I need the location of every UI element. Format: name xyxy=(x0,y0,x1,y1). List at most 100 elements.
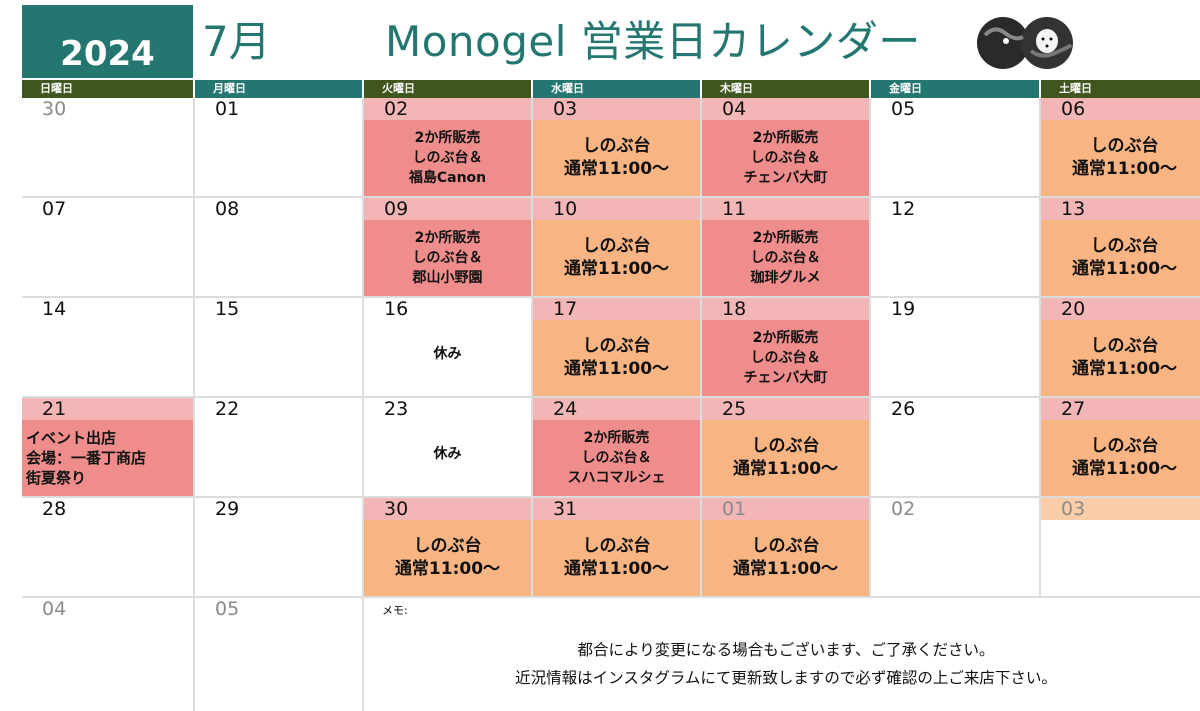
note-lines: しのぶ台通常11:00〜 xyxy=(564,135,669,181)
weekday-header: 火曜日 xyxy=(364,80,531,98)
day-cell[interactable]: 05 xyxy=(871,98,1041,198)
day-cell[interactable]: 07 xyxy=(22,198,195,298)
note-line: 休み xyxy=(433,446,462,462)
day-note xyxy=(22,120,193,196)
day-cell[interactable]: 11 2か所販売 しのぶ台＆ 珈琲グルメ xyxy=(702,198,871,298)
day-number: 18 xyxy=(702,298,869,320)
note-line: チェンバ大町 xyxy=(743,170,828,186)
day-cell[interactable]: 20 しのぶ台 通常11:00〜 xyxy=(1041,298,1200,398)
day-note: 2か所販売 しのぶ台＆ チェンバ大町 xyxy=(702,320,869,396)
day-cell[interactable]: 28 xyxy=(22,498,195,598)
day-cell[interactable]: 24 2か所販売 しのぶ台＆ スハコマルシェ xyxy=(533,398,702,498)
day-note xyxy=(195,220,362,296)
day-note xyxy=(871,220,1039,296)
day-cell[interactable]: 15 xyxy=(195,298,364,398)
day-note xyxy=(22,220,193,296)
day-cell[interactable]: 13 しのぶ台 通常11:00〜 xyxy=(1041,198,1200,298)
day-number: 22 xyxy=(215,398,240,420)
day-cell[interactable]: 27 しのぶ台 通常11:00〜 xyxy=(1041,398,1200,498)
day-cell[interactable]: 09 2か所販売 しのぶ台＆ 郡山小野園 xyxy=(364,198,533,298)
day-note xyxy=(871,420,1039,496)
day-cell[interactable]: 02 xyxy=(871,498,1041,598)
day-cell[interactable]: 12 xyxy=(871,198,1041,298)
note-line: 通常11:00〜 xyxy=(1071,359,1178,379)
day-number: 02 xyxy=(891,498,916,520)
day-note xyxy=(195,120,362,196)
day-number: 04 xyxy=(42,598,67,620)
day-cell[interactable]: 31 しのぶ台 通常11:00〜 xyxy=(533,498,702,598)
day-cell[interactable]: 04 2か所販売 しのぶ台＆ チェンバ大町 xyxy=(702,98,871,198)
note-lines: 2か所販売 しのぶ台＆ チェンバ大町 xyxy=(744,128,828,188)
note-line: しのぶ台＆ xyxy=(581,450,652,466)
day-cell[interactable]: 16 休み xyxy=(364,298,533,398)
weekday-header: 日曜日 xyxy=(22,80,193,98)
day-cell[interactable]: 22 xyxy=(195,398,364,498)
note-line: しのぶ台 xyxy=(582,236,651,256)
note-line: しのぶ台 xyxy=(582,536,651,556)
note-lines: しのぶ台 通常11:00〜 xyxy=(1072,135,1177,181)
memo-text: 都合により変更になる場合もございます、ご了承ください。 近況情報はインスタグラムに… xyxy=(364,636,1200,692)
day-number: 03 xyxy=(1041,498,1200,520)
day-note xyxy=(22,620,193,709)
note-line: しのぶ台 xyxy=(582,336,651,356)
note-lines: 2か所販売 しのぶ台＆ 珈琲グルメ xyxy=(751,228,821,288)
day-cell[interactable]: 01 xyxy=(195,98,364,198)
day-note xyxy=(195,320,362,396)
note-line: 2か所販売 xyxy=(752,330,819,346)
day-note: しのぶ台通常11:00〜 xyxy=(533,120,700,196)
day-note xyxy=(195,420,362,496)
note-line: スハコマルシェ xyxy=(567,470,666,486)
day-note: 2か所販売 しのぶ台＆ チェンバ大町 xyxy=(702,120,869,196)
day-cell[interactable]: 17 しのぶ台 通常11:00〜 xyxy=(533,298,702,398)
day-cell[interactable]: 10 しのぶ台 通常11:00〜 xyxy=(533,198,702,298)
day-number: 29 xyxy=(215,498,240,520)
note-line: チェンバ大町 xyxy=(743,370,828,386)
memo-area: メモ: 都合により変更になる場合もございます、ご了承ください。 近況情報はインスタグ… xyxy=(364,598,1200,709)
note-line: 2か所販売 xyxy=(752,130,819,146)
day-cell[interactable]: 30 xyxy=(22,98,195,198)
day-note: 休み xyxy=(364,320,531,396)
weekday-header: 月曜日 xyxy=(195,80,362,98)
day-cell[interactable]: 06 しのぶ台 通常11:00〜 xyxy=(1041,98,1200,198)
day-cell[interactable]: 03 しのぶ台 通常11:00〜 xyxy=(533,98,702,198)
day-cell[interactable]: 21 イベント出店 会場：一番丁商店 街夏祭り xyxy=(22,398,195,498)
day-cell[interactable]: 29 xyxy=(195,498,364,598)
day-number: 24 xyxy=(533,398,700,420)
day-cell[interactable]: 19 xyxy=(871,298,1041,398)
logo-icon xyxy=(977,17,1073,69)
day-note xyxy=(871,120,1039,196)
day-cell[interactable]: 23 休み xyxy=(364,398,533,498)
weekday-header: 水曜日 xyxy=(533,80,700,98)
day-note xyxy=(195,620,362,709)
day-cell[interactable]: 18 2か所販売 しのぶ台＆ チェンバ大町 xyxy=(702,298,871,398)
day-note: 2か所販売 しのぶ台＆ 珈琲グルメ xyxy=(702,220,869,296)
day-note: しのぶ台 通常11:00〜 xyxy=(533,520,700,596)
day-cell[interactable]: 02 2か所販売 しのぶ台＆ 福島Canon xyxy=(364,98,533,198)
day-note: 2か所販売 しのぶ台＆ 福島Canon xyxy=(364,120,531,196)
day-cell[interactable]: 25 しのぶ台 通常11:00〜 xyxy=(702,398,871,498)
day-cell[interactable]: 05 xyxy=(195,598,364,711)
day-cell[interactable]: 01 しのぶ台 通常11:00〜 xyxy=(702,498,871,598)
day-cell[interactable]: 30 しのぶ台 通常11:00〜 xyxy=(364,498,533,598)
day-cell[interactable]: 03 xyxy=(1041,498,1200,598)
day-note: しのぶ台 通常11:00〜 xyxy=(1041,320,1200,396)
day-cell[interactable]: 26 xyxy=(871,398,1041,498)
day-cell[interactable]: 08 xyxy=(195,198,364,298)
year-label: 2024 xyxy=(22,5,193,78)
day-number: 10 xyxy=(533,198,700,220)
note-lines: しのぶ台 通常11:00〜 xyxy=(564,335,669,381)
day-note: 休み xyxy=(364,420,531,496)
note-lines: しのぶ台 通常11:00〜 xyxy=(1072,235,1177,281)
note-line: 通常11:00〜 xyxy=(563,159,670,179)
note-line: しのぶ台＆ xyxy=(412,250,483,266)
day-cell[interactable]: 14 xyxy=(22,298,195,398)
day-number: 31 xyxy=(533,498,700,520)
day-note xyxy=(871,320,1039,396)
day-number: 30 xyxy=(364,498,531,520)
note-lines: 2か所販売 しのぶ台＆ スハコマルシェ xyxy=(568,428,666,488)
day-note xyxy=(22,320,193,396)
note-line: しのぶ台 xyxy=(751,436,820,456)
day-cell[interactable]: 04 xyxy=(22,598,195,711)
note-lines: しのぶ台 通常11:00〜 xyxy=(733,535,838,581)
note-line: しのぶ台 xyxy=(582,136,651,156)
